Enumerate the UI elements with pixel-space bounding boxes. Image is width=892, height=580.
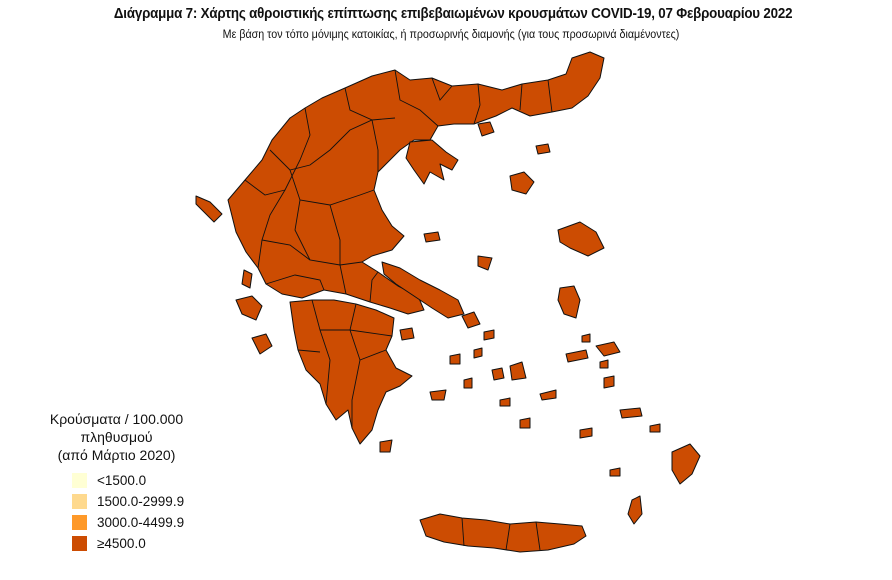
map-fournoi xyxy=(581,333,591,343)
map-kythira xyxy=(379,439,393,453)
legend-item: <1500.0 xyxy=(72,470,219,491)
legend-swatch xyxy=(72,515,87,530)
map-ikaria xyxy=(565,349,589,363)
map-kos xyxy=(619,407,643,419)
map-crete xyxy=(419,513,587,553)
map-lesvos xyxy=(557,221,605,257)
legend-label: ≥4500.0 xyxy=(97,536,146,551)
regional-unit-borders xyxy=(244,69,553,551)
map-tinos xyxy=(483,329,495,341)
legend-label: 1500.0-2999.9 xyxy=(97,494,185,509)
map-lefkada xyxy=(241,269,253,289)
map-kasos xyxy=(609,467,621,477)
map-title: Διάγραμμα 7: Χάρτης αθροιστικής επίπτωση… xyxy=(113,6,793,22)
map-limnos xyxy=(509,171,535,195)
map-andros xyxy=(461,311,481,329)
map-rhodes xyxy=(671,443,701,485)
map-kythnos-serifos xyxy=(449,353,461,365)
map-zakynthos xyxy=(251,333,273,355)
map-samothrace xyxy=(535,143,551,155)
map-peloponnese xyxy=(289,299,413,445)
legend-label: 3000.0-4499.9 xyxy=(97,515,185,530)
map-patmos xyxy=(599,359,609,369)
legend-swatch xyxy=(72,494,87,509)
map-mainland xyxy=(227,51,605,315)
map-sifnos xyxy=(463,377,473,389)
map-ios xyxy=(499,397,511,407)
legend-title: Κρούσματα / 100.000 πληθυσμού xyxy=(49,411,184,445)
legend-item: 3000.0-4499.9 xyxy=(72,512,219,533)
map-santorini xyxy=(519,417,531,429)
map-chalkidiki xyxy=(405,139,459,185)
map-corfu xyxy=(195,195,223,223)
map-samos xyxy=(595,341,621,357)
map-salamina-aegina xyxy=(399,327,415,341)
legend-item: 1500.0-2999.9 xyxy=(72,491,219,512)
legend-item: ≥4500.0 xyxy=(72,533,219,554)
legend-swatch xyxy=(72,473,87,488)
map-kefalonia xyxy=(235,295,263,321)
map-amorgos xyxy=(539,389,557,401)
map-milos xyxy=(429,389,447,401)
legend: Κρούσματα / 100.000 πληθυσμού (από Μάρτι… xyxy=(14,410,219,554)
map-sporades xyxy=(423,231,441,243)
map-thasos xyxy=(477,121,495,137)
legend-subtitle: (από Μάρτιο 2020) xyxy=(57,447,176,463)
map-evia xyxy=(381,261,465,319)
map-syros xyxy=(473,347,483,359)
map-subtitle: Με βάση τον τόπο μόνιμης κατοικίας, ή πρ… xyxy=(222,29,680,41)
legend-swatch xyxy=(72,536,87,551)
map-kalymnos-leros xyxy=(603,375,615,389)
map-symi-tilos xyxy=(649,423,661,433)
map-skyros xyxy=(477,255,493,271)
map-chios xyxy=(557,285,581,319)
legend-label: <1500.0 xyxy=(97,473,147,488)
map-paros xyxy=(491,367,505,381)
map-naxos xyxy=(509,361,527,381)
map-karpathos xyxy=(627,495,643,525)
map-astypalaia xyxy=(579,427,593,439)
